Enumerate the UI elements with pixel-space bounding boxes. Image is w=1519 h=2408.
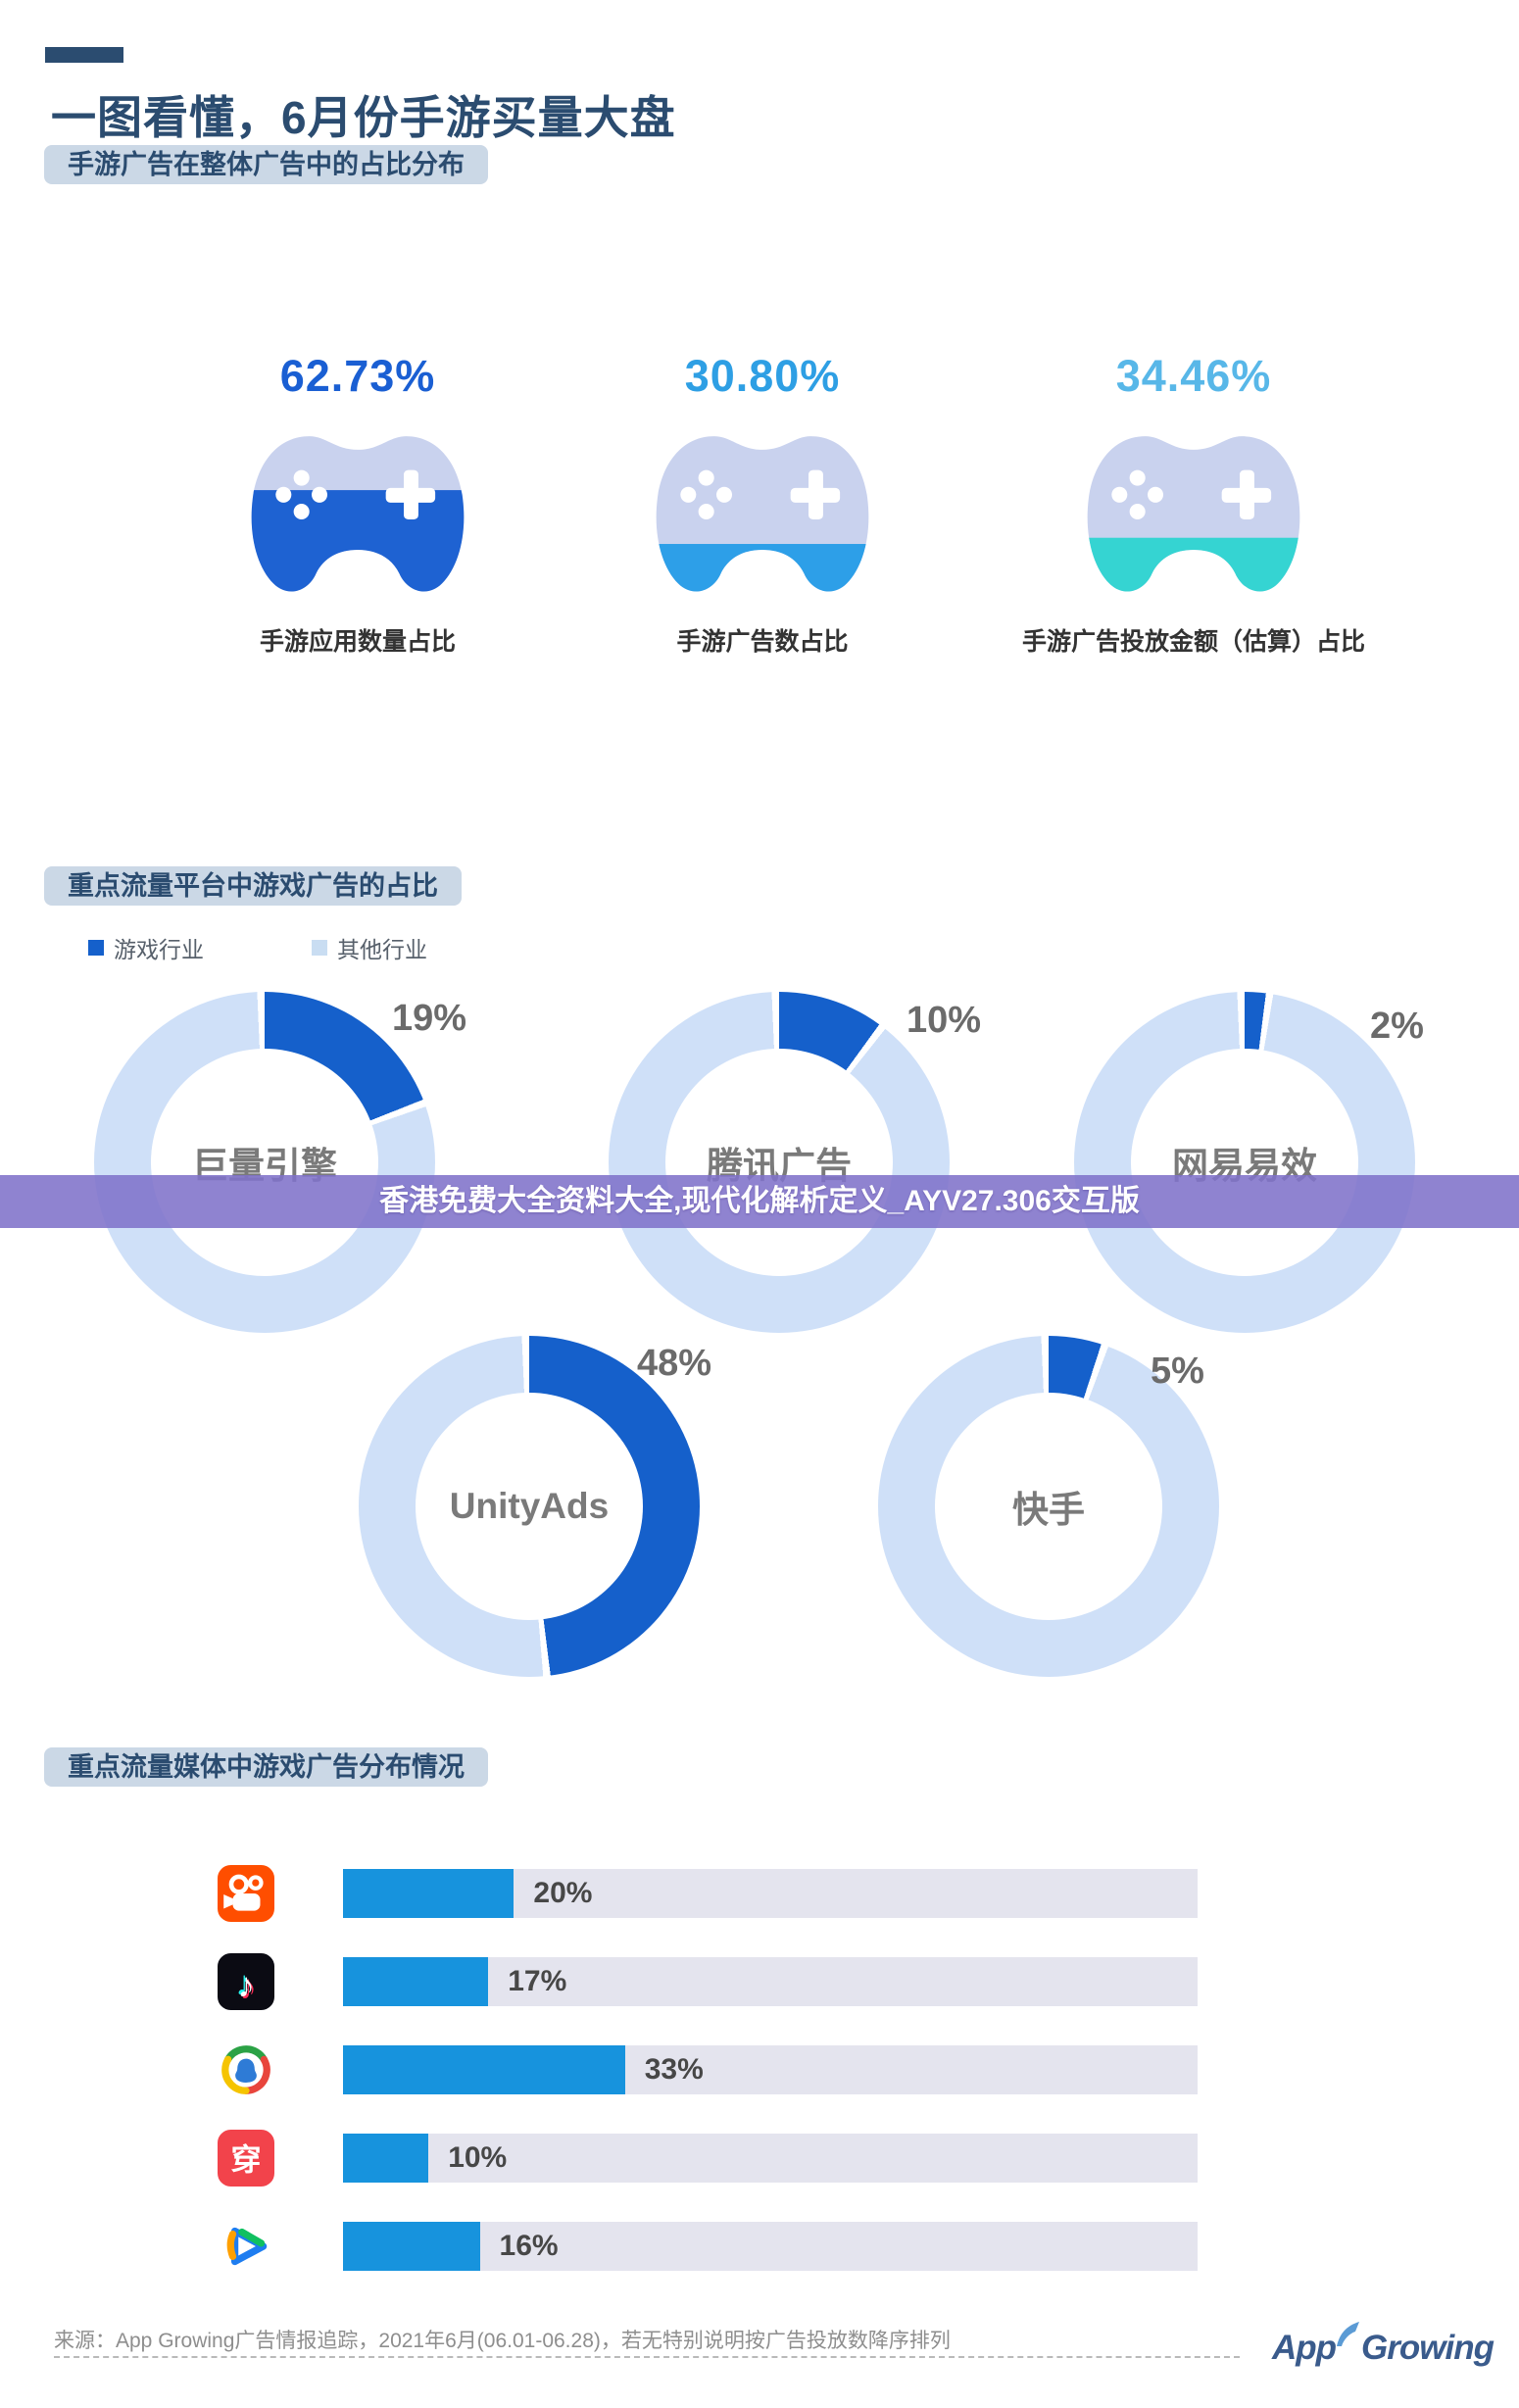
- pangle-icon: 穿: [218, 2130, 274, 2191]
- bar-row-douyin: ♪ ♪ ♪ 17%: [0, 1953, 1519, 2010]
- source-note: 来源：App Growing广告情报追踪，2021年6月(06.01-06.28…: [54, 2330, 951, 2352]
- stat-value: 62.73%: [279, 351, 436, 401]
- donut-percent-label: 48%: [637, 1343, 712, 1384]
- svg-text:穿: 穿: [230, 2142, 261, 2177]
- section1-header: 手游广告在整体广告中的占比分布: [44, 145, 488, 184]
- gamepad-icon: [557, 427, 968, 601]
- bar-fill: [343, 2134, 429, 2183]
- stat-label: 手游广告投放金额（估算）占比: [1021, 628, 1365, 656]
- stat-column-apps: 62.73% 手游应用数量占比: [152, 351, 564, 658]
- bar-value-label: 17%: [508, 1965, 567, 1997]
- footer-divider: [54, 2356, 1240, 2358]
- stat-column-ads: 30.80% 手游广告数占比: [557, 351, 968, 658]
- legend-item-games: 游戏行业: [88, 931, 204, 964]
- bar-fill: [343, 2222, 480, 2271]
- donut-label: 腾讯广告: [707, 1146, 852, 1186]
- legend-swatch-others: [312, 940, 327, 956]
- page-title: 一图看懂，6月份手游买量大盘: [51, 92, 676, 143]
- donut-legend: 游戏行业 其他行业: [88, 931, 517, 964]
- stat-label: 手游广告数占比: [676, 628, 849, 656]
- tencent-video-icon: [218, 2218, 274, 2280]
- tencent-ads-icon: [218, 2041, 274, 2103]
- stat-column-spend: 34.46% 手游广告投放金额（估算）占比: [988, 351, 1399, 658]
- donut-chart-netease: 网易易效: [1074, 992, 1415, 1333]
- douyin-icon: ♪ ♪ ♪: [218, 1953, 274, 2015]
- overlay-ad-banner[interactable]: 香港免费大全资料大全,现代化解析定义_AYV27.306交互版: [0, 1175, 1519, 1228]
- section2-header: 重点流量平台中游戏广告的占比: [44, 866, 462, 906]
- svg-text:♪: ♪: [235, 1964, 253, 2002]
- bar-track: 10%: [343, 2134, 1198, 2183]
- bar-row-tencent-ads: 33%: [0, 2041, 1519, 2098]
- appgrowing-logo: App Growing: [1272, 2319, 1494, 2368]
- bar-value-label: 16%: [499, 2230, 559, 2262]
- donut-percent-label: 5%: [1151, 1351, 1204, 1392]
- donut-chart-juliang: 巨量引擎: [94, 992, 435, 1333]
- donut-label: UnityAds: [449, 1486, 610, 1526]
- bar-track: 20%: [343, 1869, 1198, 1918]
- bar-value-label: 10%: [448, 2141, 508, 2174]
- gamepad-icon: [152, 427, 564, 601]
- overlay-ad-text[interactable]: 香港免费大全资料大全,现代化解析定义_AYV27.306交互版: [379, 1185, 1140, 1217]
- bar-row-pangle: 穿 10%: [0, 2130, 1519, 2187]
- section3-header: 重点流量媒体中游戏广告分布情况: [44, 1747, 488, 1787]
- stat-label: 手游应用数量占比: [259, 628, 456, 656]
- bar-value-label: 33%: [644, 2053, 704, 2086]
- donut-label: 快手: [1012, 1490, 1085, 1530]
- donut-percent-label: 19%: [392, 998, 467, 1039]
- bar-row-tencent-video: 16%: [0, 2218, 1519, 2275]
- legend-swatch-games: [88, 940, 104, 956]
- donut-chart-unityads: UnityAds: [359, 1336, 700, 1677]
- kuaishou-icon: [218, 1865, 274, 1927]
- donut-chart-tencent-ads: 腾讯广告: [609, 992, 950, 1333]
- bar-fill: [343, 1957, 489, 2006]
- bar-fill: [343, 2045, 625, 2094]
- donut-chart-kuaishou: 快手: [878, 1336, 1219, 1677]
- donut-percent-label: 2%: [1370, 1006, 1424, 1047]
- donut-label: 巨量引擎: [192, 1146, 337, 1186]
- bar-track: 17%: [343, 1957, 1198, 2006]
- donut-label: 网易易效: [1172, 1146, 1317, 1186]
- logo-text-growing: Growing: [1361, 2329, 1494, 2367]
- growth-arrow-icon: [1337, 2322, 1360, 2346]
- donut-percent-label: 10%: [906, 1000, 982, 1041]
- bar-fill: [343, 1869, 514, 1918]
- stat-value: 34.46%: [1115, 351, 1272, 401]
- legend-label: 游戏行业: [114, 937, 204, 962]
- bar-track: 16%: [343, 2222, 1198, 2271]
- bar-track: 33%: [343, 2045, 1198, 2094]
- title-dash-decoration: [45, 47, 123, 63]
- bar-value-label: 20%: [533, 1877, 593, 1909]
- logo-text-app: App: [1272, 2329, 1337, 2367]
- legend-item-others: 其他行业: [312, 931, 427, 964]
- gamepad-icon: [988, 427, 1399, 601]
- svg-text:♪: ♪: [239, 1969, 257, 2007]
- stat-value: 30.80%: [684, 351, 841, 401]
- svg-text:♪: ♪: [237, 1967, 255, 2005]
- bar-row-kuaishou: 20%: [0, 1865, 1519, 1922]
- legend-label: 其他行业: [337, 937, 427, 962]
